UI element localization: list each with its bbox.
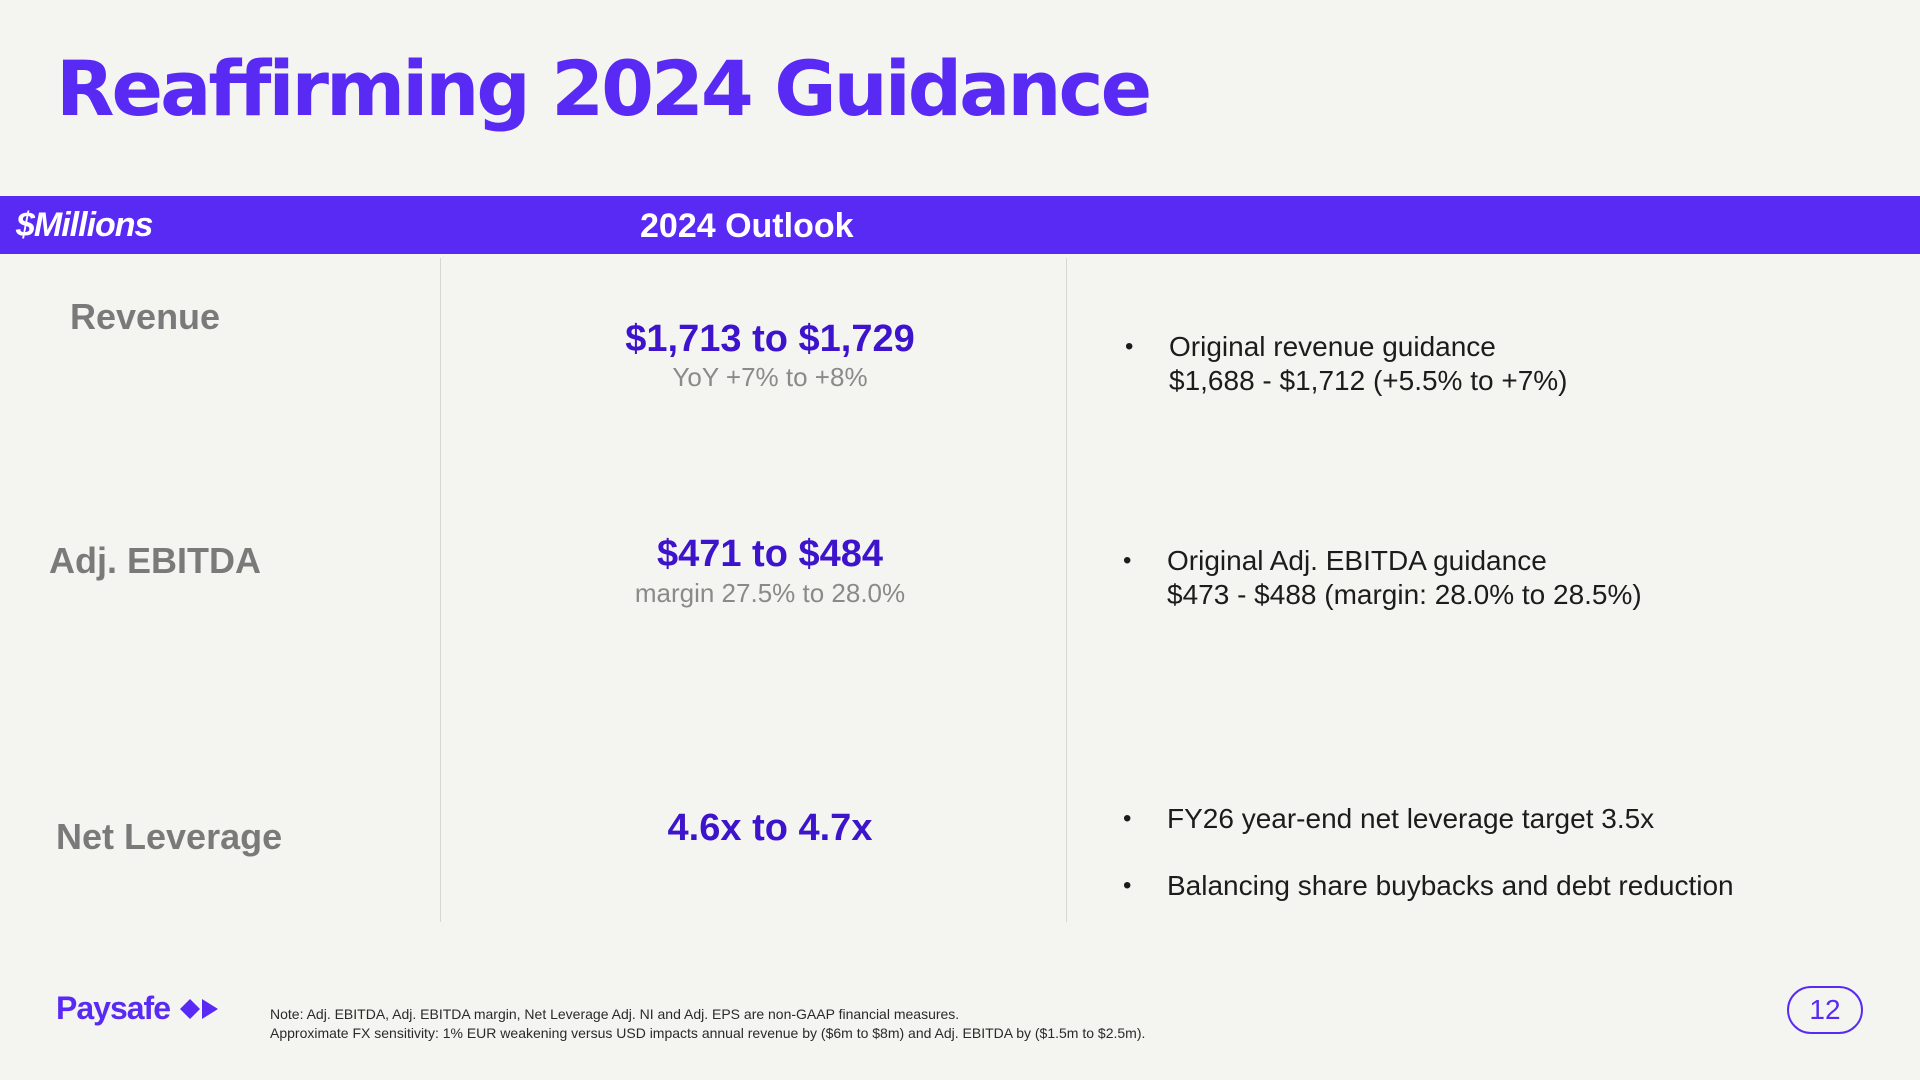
logo-text: Paysafe <box>56 990 171 1026</box>
note-line: Balancing share buybacks and debt reduct… <box>1167 870 1734 901</box>
note-line: $1,688 - $1,712 (+5.5% to +7%) <box>1169 365 1568 396</box>
note-line: FY26 year-end net leverage target 3.5x <box>1167 803 1655 834</box>
paysafe-arrows-icon <box>179 998 218 1019</box>
row-sub-revenue: YoY +7% to +8% <box>672 362 868 392</box>
note-line: Original revenue guidance <box>1169 331 1496 362</box>
bullet-icon: • <box>1123 872 1132 899</box>
note-revenue: • Original revenue guidance $1,688 - $1,… <box>1125 330 1568 398</box>
bullet-icon: • <box>1123 547 1132 574</box>
footnote: Note: Adj. EBITDA, Adj. EBITDA margin, N… <box>270 1005 1145 1043</box>
note-line: Original Adj. EBITDA guidance <box>1167 545 1547 576</box>
note-net-leverage-buybacks: • Balancing share buybacks and debt redu… <box>1123 869 1734 903</box>
note-line: $473 - $488 (margin: 28.0% to 28.5%) <box>1167 579 1642 610</box>
row-label-adj-ebitda: Adj. EBITDA <box>49 540 261 581</box>
bullet-icon: • <box>1125 333 1134 360</box>
row-value-revenue: $1,713 to $1,729 <box>625 318 915 360</box>
row-sub-adj-ebitda: margin 27.5% to 28.0% <box>634 578 906 608</box>
row-label-revenue: Revenue <box>70 296 221 337</box>
row-value-net-leverage: 4.6x to 4.7x <box>667 807 873 849</box>
row-value-adj-ebitda: $471 to $484 <box>656 533 884 575</box>
units-label: $Millions <box>16 206 153 244</box>
outlook-label: 2024 Outlook <box>640 207 854 245</box>
note-net-leverage-target: • FY26 year-end net leverage target 3.5x <box>1123 802 1655 836</box>
note-adj-ebitda: • Original Adj. EBITDA guidance $473 - $… <box>1123 544 1642 612</box>
bullet-icon: • <box>1123 805 1132 832</box>
footnote-line-1: Note: Adj. EBITDA, Adj. EBITDA margin, N… <box>270 1006 960 1022</box>
row-label-net-leverage: Net Leverage <box>56 816 283 857</box>
paysafe-logo: Paysafe <box>56 990 222 1027</box>
footnote-line-2: Approximate FX sensitivity: 1% EUR weake… <box>270 1025 1146 1041</box>
column-divider-1 <box>440 258 441 922</box>
page-number: 12 <box>1787 986 1863 1034</box>
header-band: $Millions 2024 Outlook <box>0 196 1920 254</box>
page-title: Reaffirming 2024 Guidance <box>56 44 1152 133</box>
column-divider-2 <box>1066 258 1067 922</box>
